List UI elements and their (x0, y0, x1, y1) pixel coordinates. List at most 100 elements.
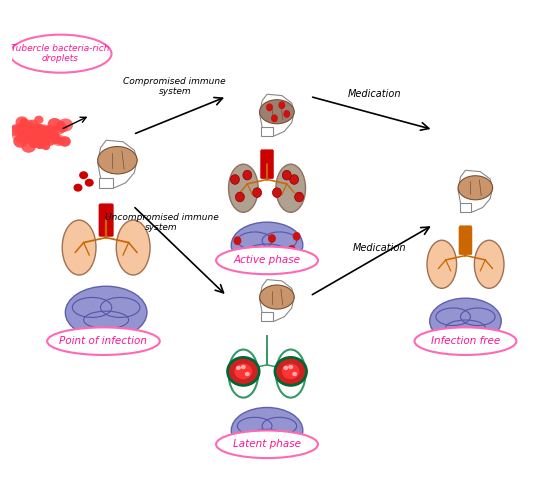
Circle shape (52, 133, 60, 141)
Ellipse shape (276, 164, 305, 212)
Circle shape (31, 137, 40, 144)
Ellipse shape (253, 188, 262, 197)
Ellipse shape (271, 114, 278, 122)
Circle shape (39, 134, 50, 144)
Circle shape (25, 122, 33, 129)
Circle shape (228, 358, 259, 385)
Circle shape (17, 130, 30, 141)
Text: Latent phase: Latent phase (233, 439, 301, 449)
Circle shape (53, 124, 65, 135)
Circle shape (43, 127, 56, 139)
Text: Uncompromised immune
system: Uncompromised immune system (104, 213, 218, 232)
Circle shape (36, 132, 46, 141)
Ellipse shape (266, 103, 273, 111)
Circle shape (40, 140, 51, 150)
Circle shape (37, 131, 45, 139)
Text: Point of infection: Point of infection (59, 336, 147, 346)
Ellipse shape (474, 240, 504, 288)
Circle shape (57, 123, 68, 133)
Circle shape (42, 125, 56, 137)
Polygon shape (98, 140, 137, 188)
Circle shape (51, 135, 61, 144)
Circle shape (236, 366, 241, 370)
Ellipse shape (293, 232, 301, 241)
Circle shape (40, 130, 47, 138)
Ellipse shape (230, 174, 239, 185)
Circle shape (46, 132, 57, 141)
Ellipse shape (290, 174, 299, 185)
Circle shape (37, 130, 47, 139)
Circle shape (39, 131, 47, 139)
Circle shape (34, 129, 43, 137)
Polygon shape (460, 203, 471, 212)
Circle shape (31, 125, 41, 135)
Ellipse shape (272, 188, 282, 197)
Circle shape (25, 130, 33, 137)
Circle shape (52, 134, 65, 146)
Circle shape (20, 118, 28, 125)
Circle shape (85, 179, 94, 187)
Circle shape (15, 133, 28, 144)
Circle shape (34, 132, 42, 140)
Circle shape (13, 135, 28, 148)
Circle shape (282, 364, 300, 379)
Circle shape (56, 121, 65, 130)
Polygon shape (261, 127, 273, 136)
Ellipse shape (268, 234, 276, 243)
Ellipse shape (283, 110, 290, 118)
Circle shape (25, 136, 34, 144)
Circle shape (24, 122, 32, 130)
FancyBboxPatch shape (99, 204, 113, 237)
Text: Tubercle bacteria-rich
droplets: Tubercle bacteria-rich droplets (12, 44, 110, 64)
Ellipse shape (288, 245, 296, 254)
Ellipse shape (47, 327, 160, 355)
Circle shape (288, 365, 293, 369)
Circle shape (74, 184, 82, 192)
Polygon shape (260, 280, 294, 321)
Ellipse shape (235, 192, 244, 202)
Circle shape (59, 136, 71, 147)
Circle shape (42, 127, 56, 138)
Circle shape (15, 123, 30, 135)
Ellipse shape (9, 34, 112, 73)
Circle shape (41, 131, 54, 143)
Circle shape (28, 127, 38, 135)
Circle shape (43, 125, 57, 138)
Circle shape (35, 136, 48, 147)
Circle shape (50, 132, 57, 139)
Circle shape (234, 364, 252, 379)
Circle shape (21, 120, 36, 133)
Circle shape (31, 134, 40, 141)
Circle shape (35, 141, 45, 149)
Circle shape (12, 123, 23, 133)
Circle shape (40, 124, 49, 133)
Circle shape (245, 372, 250, 376)
Circle shape (48, 129, 57, 137)
Circle shape (9, 125, 21, 136)
Ellipse shape (216, 247, 318, 274)
Circle shape (12, 130, 26, 142)
Circle shape (35, 131, 47, 141)
Circle shape (29, 129, 37, 137)
Ellipse shape (216, 431, 318, 458)
Circle shape (29, 140, 38, 148)
Circle shape (34, 116, 43, 124)
Ellipse shape (231, 222, 303, 268)
Circle shape (48, 118, 62, 130)
Circle shape (18, 122, 30, 133)
Circle shape (38, 133, 46, 140)
Circle shape (283, 366, 288, 370)
Circle shape (35, 130, 43, 138)
Circle shape (275, 358, 306, 385)
Ellipse shape (116, 220, 150, 275)
Circle shape (41, 130, 49, 137)
Circle shape (31, 141, 40, 148)
Circle shape (56, 137, 65, 145)
Circle shape (27, 133, 35, 141)
Ellipse shape (278, 101, 285, 109)
Circle shape (32, 123, 41, 131)
Circle shape (50, 130, 59, 138)
Ellipse shape (243, 170, 252, 180)
Ellipse shape (231, 407, 303, 453)
Circle shape (28, 134, 36, 141)
